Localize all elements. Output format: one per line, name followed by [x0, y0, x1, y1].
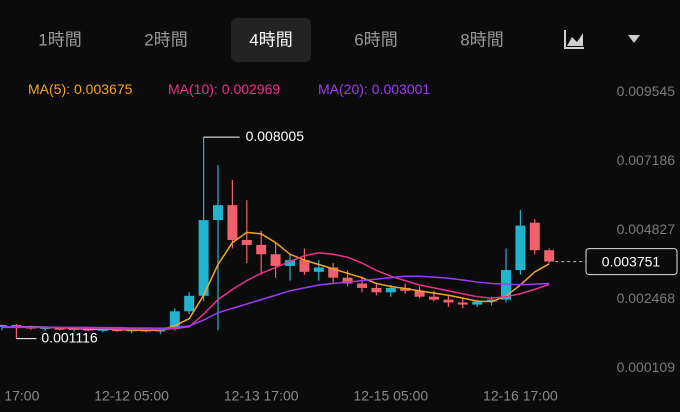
interval-tabs: 1時間 2時間 4時間 6時間 8時間: [38, 18, 504, 62]
y-tick-label: 0.007186: [617, 152, 676, 168]
candle-body: [299, 260, 310, 272]
plot: 0.009545 0.007186 0.004827 0.002468 0.000109…: [0, 81, 678, 404]
candle-body: [342, 277, 353, 284]
candle-body: [184, 295, 195, 312]
candle-body: [54, 327, 65, 330]
y-tick-label: 0.000109: [617, 359, 676, 375]
candle-body: [472, 301, 483, 305]
price-box: [585, 248, 678, 276]
y-tick-label: 0.002468: [617, 290, 676, 306]
candle-body: [529, 222, 540, 251]
ma-legend-value: 0.002969: [222, 81, 281, 97]
x-tick-label: 12-13 17:00: [224, 388, 299, 404]
candle-body: [97, 329, 108, 331]
candle-body: [227, 205, 238, 240]
candle-body: [443, 299, 454, 303]
candle-body: [544, 250, 555, 262]
ma-line: [2, 275, 550, 330]
y-tick-label: 0.004827: [617, 221, 676, 237]
candle-body: [0, 325, 7, 327]
candle-body: [198, 220, 209, 296]
chart-type-icon[interactable]: [564, 30, 584, 49]
candle-body: [270, 254, 281, 266]
x-tick-label: 12-10 17:00: [0, 388, 40, 404]
candle-body: [126, 330, 137, 332]
candle-body: [429, 296, 439, 300]
interval-tab[interactable]: 2時間: [144, 30, 187, 49]
more-dropdown[interactable]: [628, 35, 640, 43]
candle-body: [515, 225, 526, 271]
ma-legend-name: MA(10):: [168, 81, 218, 97]
candle-body: [241, 239, 252, 245]
ma-legend: MA(10): 0.002969: [168, 81, 280, 97]
candle-body: [371, 287, 382, 293]
candle-body: [328, 267, 339, 278]
candle-body: [169, 311, 180, 329]
ma-legend-value: 0.003001: [372, 81, 431, 97]
interval-tab[interactable]: 6時間: [354, 30, 397, 49]
candle-body: [40, 327, 51, 329]
candle-body: [357, 283, 367, 288]
x-tick-label: 12-16 17:00: [483, 388, 558, 404]
low-label: 0.001116: [41, 329, 98, 345]
candle-body: [256, 244, 267, 255]
candle-body: [414, 290, 425, 297]
ma-legend: MA(20): 0.003001: [318, 81, 430, 97]
x-tick-label: 12-12 05:00: [94, 388, 169, 404]
candle-body: [385, 287, 396, 293]
ma-legend-name: MA(20):: [318, 81, 368, 97]
high-label: 0.008005: [246, 128, 305, 144]
interval-tab[interactable]: 1時間: [38, 30, 81, 49]
ma-legend-value: 0.003675: [74, 81, 133, 97]
interval-tab[interactable]: 4時間: [249, 30, 292, 49]
candle-body: [69, 328, 79, 330]
y-tick-label: 0.009545: [617, 83, 676, 99]
candle-body: [213, 205, 223, 221]
ma-line: [1, 231, 550, 332]
candle-body: [457, 302, 468, 305]
ma-line: [2, 252, 550, 331]
candle-body: [112, 329, 123, 332]
ma-legend: MA(5): 0.003675: [28, 81, 133, 97]
candle-body: [313, 267, 324, 272]
candle-body: [400, 287, 411, 291]
x-tick-label: 12-15 05:00: [353, 388, 428, 404]
candle-body: [285, 260, 295, 266]
current-price: 0.003751: [602, 253, 661, 269]
interval-tab[interactable]: 8時間: [460, 30, 503, 49]
candle-body: [486, 299, 497, 302]
active-tab-bg: [231, 18, 311, 62]
ma-legend-name: MA(5):: [28, 81, 70, 97]
